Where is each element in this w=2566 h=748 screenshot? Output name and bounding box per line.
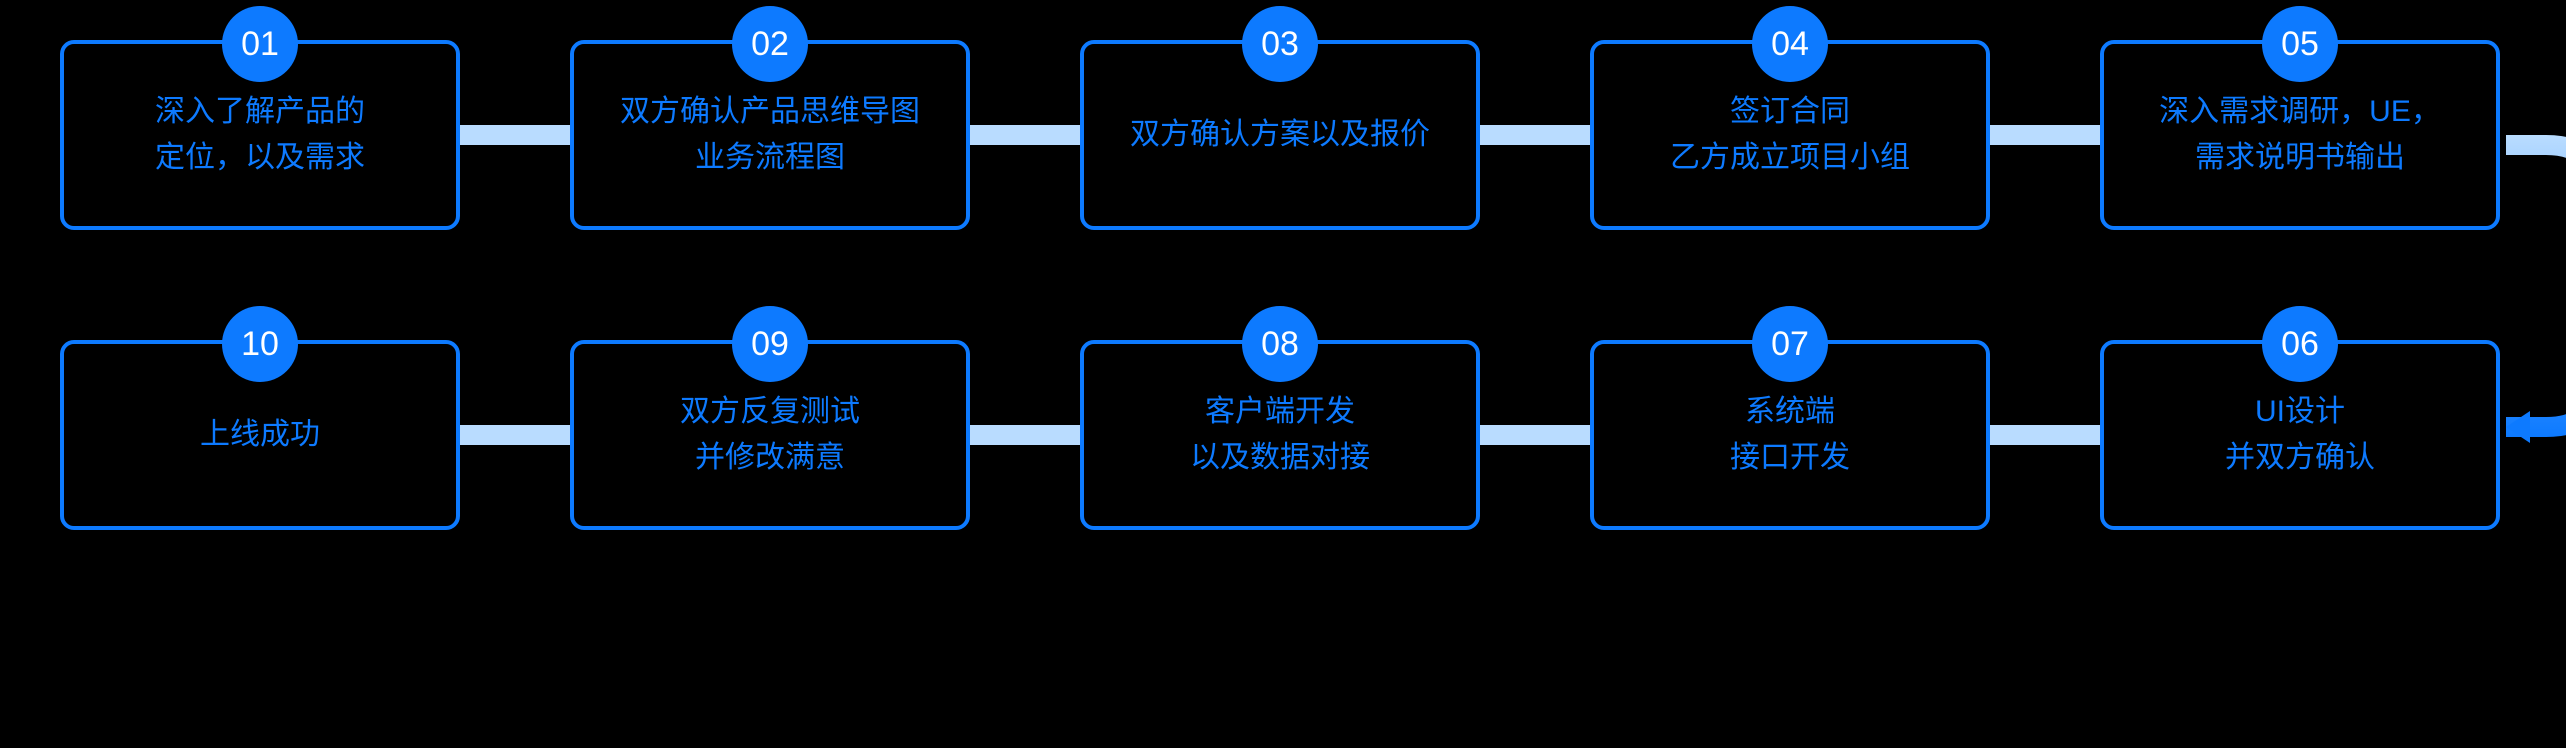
connector: [1990, 125, 2100, 145]
step-badge: 10: [222, 306, 298, 382]
step-badge: 07: [1752, 306, 1828, 382]
step-badge: 05: [2262, 6, 2338, 82]
step-badge: 03: [1242, 6, 1318, 82]
step-number: 01: [241, 25, 279, 64]
step-number: 10: [241, 325, 279, 364]
step-07: 07 系统端 接口开发: [1590, 340, 1990, 530]
step-text: 系统端 接口开发: [1706, 389, 1874, 482]
flow-row-bottom: 10 上线成功 09 双方反复测试 并修改满意 08 客户端开发 以及数据对接 …: [60, 340, 2506, 530]
step-badge: 06: [2262, 306, 2338, 382]
step-text: 深入需求调研，UE， 需求说明书输出: [2135, 89, 2465, 182]
step-number: 07: [1771, 325, 1809, 364]
step-badge: 04: [1752, 6, 1828, 82]
step-number: 05: [2281, 25, 2319, 64]
step-badge: 09: [732, 306, 808, 382]
step-badge: 08: [1242, 306, 1318, 382]
step-number: 09: [751, 325, 789, 364]
step-09: 09 双方反复测试 并修改满意: [570, 340, 970, 530]
step-text: 签订合同 乙方成立项目小组: [1646, 89, 1934, 182]
flow-row-top: 01 深入了解产品的 定位，以及需求 02 双方确认产品思维导图 业务流程图 0…: [60, 40, 2506, 230]
connector: [1480, 125, 1590, 145]
step-text: UI设计 并双方确认: [2201, 389, 2399, 482]
step-text: 双方确认方案以及报价: [1106, 112, 1454, 159]
step-08: 08 客户端开发 以及数据对接: [1080, 340, 1480, 530]
connector: [460, 125, 570, 145]
connector: [970, 425, 1080, 445]
connector: [970, 125, 1080, 145]
step-02: 02 双方确认产品思维导图 业务流程图: [570, 40, 970, 230]
step-text: 双方反复测试 并修改满意: [656, 389, 884, 482]
step-05: 05 深入需求调研，UE， 需求说明书输出: [2100, 40, 2500, 230]
step-text: 深入了解产品的 定位，以及需求: [131, 89, 389, 182]
step-text: 双方确认产品思维导图 业务流程图: [596, 89, 944, 182]
step-number: 06: [2281, 325, 2319, 364]
step-number: 04: [1771, 25, 1809, 64]
step-badge: 02: [732, 6, 808, 82]
step-04: 04 签订合同 乙方成立项目小组: [1590, 40, 1990, 230]
step-text: 客户端开发 以及数据对接: [1166, 389, 1394, 482]
connector: [1480, 425, 1590, 445]
connector: [1990, 425, 2100, 445]
process-flowchart: 01 深入了解产品的 定位，以及需求 02 双方确认产品思维导图 业务流程图 0…: [60, 40, 2506, 530]
step-01: 01 深入了解产品的 定位，以及需求: [60, 40, 460, 230]
step-badge: 01: [222, 6, 298, 82]
connector: [460, 425, 570, 445]
step-03: 03 双方确认方案以及报价: [1080, 40, 1480, 230]
turn-connector: [2506, 135, 2566, 437]
step-10: 10 上线成功: [60, 340, 460, 530]
step-06: 06 UI设计 并双方确认: [2100, 340, 2500, 530]
step-number: 03: [1261, 25, 1299, 64]
step-text: 上线成功: [176, 412, 344, 459]
step-number: 02: [751, 25, 789, 64]
step-number: 08: [1261, 325, 1299, 364]
